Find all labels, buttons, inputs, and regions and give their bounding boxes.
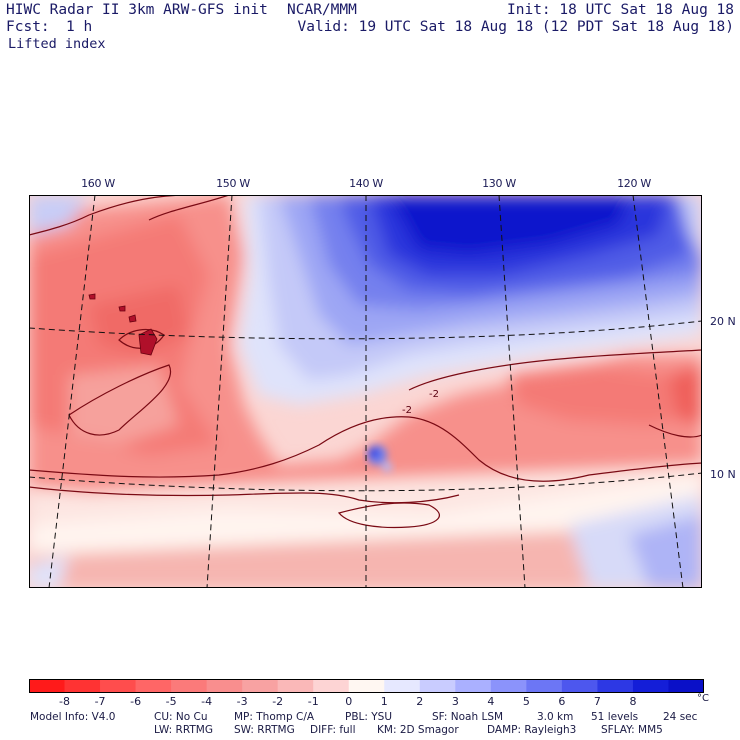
model-sw: SW: RRTMG <box>234 724 295 736</box>
map-frame <box>29 195 702 588</box>
colorbar-tick-label: -1 <box>307 695 319 708</box>
lon-label-120w: 120 W <box>617 177 651 190</box>
colorbar-unit: °C <box>697 693 709 704</box>
contour-label: -2 <box>429 389 439 400</box>
hawaii-islands <box>88 293 158 356</box>
colorbar-cell <box>526 679 563 693</box>
colorbar-cell <box>597 679 634 693</box>
colorbar-tick-label: 7 <box>593 695 601 708</box>
lon-label-150w: 150 W <box>216 177 250 190</box>
colorbar <box>29 679 704 693</box>
model-resolution: 3.0 km <box>537 711 574 723</box>
colorbar-cell <box>561 679 598 693</box>
colorbar-tick-label: -4 <box>201 695 213 708</box>
colorbar-cell <box>171 679 208 693</box>
init-time: Init: 18 UTC Sat 18 Aug 18 <box>507 2 734 18</box>
colorbar-cell <box>242 679 279 693</box>
colorbar-tick-label: -5 <box>165 695 177 708</box>
contour-label: -2 <box>402 405 412 416</box>
colorbar-cell <box>632 679 669 693</box>
field-name: Lifted index <box>8 36 106 52</box>
contour-lines <box>29 195 702 529</box>
colorbar-tick-label: -7 <box>94 695 106 708</box>
colorbar-tick-label: -3 <box>236 695 248 708</box>
agency-label: NCAR/MMM <box>287 2 357 18</box>
model-km: KM: 2D Smagor <box>377 724 459 736</box>
colorbar-cell <box>277 679 314 693</box>
model-lw: LW: RRTMG <box>154 724 213 736</box>
colorbar-tick-label: 5 <box>522 695 530 708</box>
lat-label-10n: 10 N <box>710 468 736 481</box>
model-version: Model Info: V4.0 <box>30 711 116 723</box>
colorbar-cell <box>64 679 101 693</box>
colorbar-cell <box>348 679 385 693</box>
colorbar-cell <box>490 679 527 693</box>
colorbar-cell <box>313 679 350 693</box>
colorbar-cell <box>384 679 421 693</box>
colorbar-cell <box>135 679 172 693</box>
colorbar-tick-label: 2 <box>416 695 424 708</box>
colorbar-cell <box>29 679 66 693</box>
forecast-hour: 1 h <box>66 19 93 35</box>
storm-swirl <box>367 445 392 472</box>
valid-time: Valid: 19 UTC Sat 18 Aug 18 (12 PDT Sat … <box>297 19 735 35</box>
lon-label-130w: 130 W <box>482 177 516 190</box>
colorbar-frame <box>29 679 704 693</box>
colorbar-tick-label: -8 <box>59 695 70 708</box>
colorbar-cell <box>419 679 456 693</box>
model-sflay: SFLAY: MM5 <box>601 724 663 736</box>
model-cu: CU: No Cu <box>154 711 208 723</box>
model-levels: 51 levels <box>591 711 639 723</box>
colorbar-cell <box>455 679 492 693</box>
colorbar-tick-label: 3 <box>451 695 459 708</box>
colorbar-cell <box>206 679 243 693</box>
model-damp: DAMP: Rayleigh3 <box>487 724 577 736</box>
colorbar-tick-label: 0 <box>345 695 353 708</box>
lon-label-160w: 160 W <box>81 177 115 190</box>
model-pbl: PBL: YSU <box>345 711 393 723</box>
colorbar-cell <box>100 679 137 693</box>
model-mp: MP: Thomp C/A <box>234 711 315 723</box>
colorbar-tick-label: 8 <box>629 695 637 708</box>
colorbar-cell <box>668 679 704 693</box>
map-title: HIWC Radar II 3km ARW-GFS init <box>6 2 268 18</box>
lifted-index-map: -2 -2 <box>29 195 702 588</box>
lat-label-20n: 20 N <box>710 315 736 328</box>
colorbar-tick-label: -6 <box>130 695 142 708</box>
model-diff: DIFF: full <box>310 724 356 736</box>
colorbar-tick-label: 4 <box>487 695 495 708</box>
model-timestep: 24 sec <box>663 711 698 723</box>
forecast-label: Fcst: <box>6 19 50 35</box>
model-sf: SF: Noah LSM <box>432 711 504 723</box>
graticule <box>29 195 702 588</box>
colorbar-tick-label: -2 <box>272 695 284 708</box>
colorbar-tick-label: 6 <box>558 695 566 708</box>
lon-label-140w: 140 W <box>349 177 383 190</box>
colorbar-tick-label: 1 <box>380 695 388 708</box>
